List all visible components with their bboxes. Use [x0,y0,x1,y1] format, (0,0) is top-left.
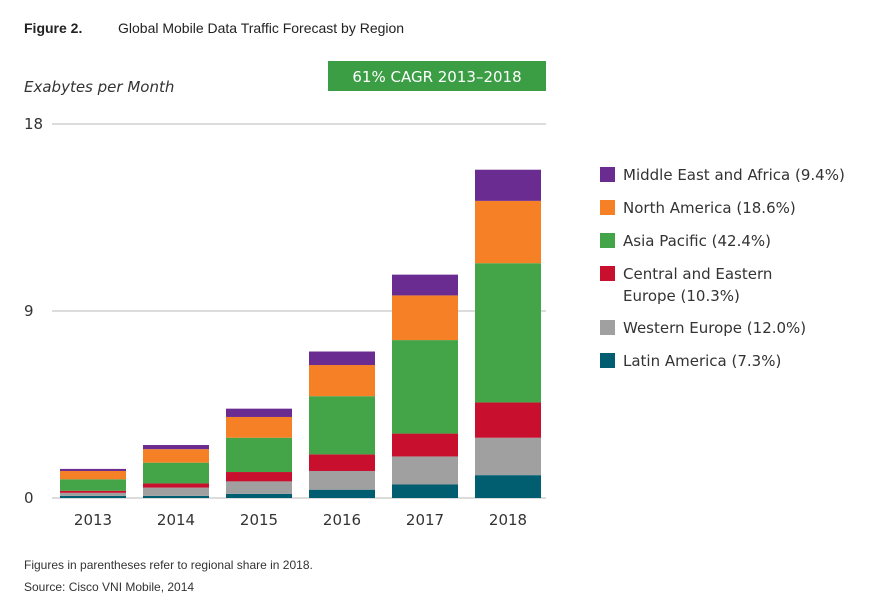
legend-swatch [600,353,615,368]
x-tick-label: 2016 [323,511,361,529]
bar-segment [475,263,541,403]
bars [60,169,541,498]
legend-swatch [600,167,615,182]
legend-label: North America (18.6%) [623,199,796,217]
bar-stack-2014 [143,445,209,498]
bar-segment [475,169,541,201]
bar-segment [392,456,458,485]
bar-segment [226,437,292,473]
bar-segment [309,396,375,455]
bar-segment [60,468,126,471]
bar-segment [475,402,541,438]
bar-segment [60,470,126,480]
cagr-badge-text: 61% CAGR 2013–2018 [352,68,521,86]
bar-segment [60,492,126,496]
bar-segment [309,454,375,471]
bar-segment [309,470,375,490]
legend-label: Middle East and Africa (9.4%) [623,166,845,184]
figure-title: Global Mobile Data Traffic Forecast by R… [118,20,405,36]
legend-item: Western Europe (12.0%) [600,319,806,337]
cagr-badge-background [328,61,546,91]
legend-swatch [600,266,615,281]
legend: Middle East and Africa (9.4%) North Ameri… [600,166,845,370]
bar-segment [475,200,541,264]
bar-segment [475,437,541,476]
x-tick-label: 2014 [157,511,195,529]
legend-swatch [600,233,615,248]
figure-label: Figure 2. [24,20,83,36]
legend-item: Latin America (7.3%) [600,352,781,370]
footnote-source: Source: Cisco VNI Mobile, 2014 [24,580,195,594]
x-axis-ticks: 2013 2014 2015 2016 2017 2018 [74,511,527,529]
legend-swatch [600,200,615,215]
bar-segment [143,487,209,496]
bar-segment [475,475,541,498]
x-tick-label: 2013 [74,511,112,529]
bar-segment [226,408,292,417]
y-tick-label: 9 [24,302,34,320]
bar-segment [309,351,375,366]
bar-segment [392,295,458,341]
bar-segment [392,433,458,457]
x-tick-label: 2017 [406,511,444,529]
legend-item: Central and Eastern Europe (10.3%) [600,265,772,305]
legend-label: Central and Eastern Europe (10.3%) [623,265,772,305]
bar-segment [226,472,292,482]
bar-segment [143,449,209,463]
footnote-note: Figures in parentheses refer to regional… [24,558,313,572]
bar-segment [60,479,126,491]
bar-segment [309,365,375,397]
legend-label: Latin America (7.3%) [623,352,781,370]
bar-stack-2016 [309,351,375,498]
legend-label: Asia Pacific (42.4%) [623,232,771,250]
legend-label: Western Europe (12.0%) [623,319,806,337]
legend-item: Asia Pacific (42.4%) [600,232,771,250]
bar-stack-2013 [60,468,126,498]
x-tick-label: 2015 [240,511,278,529]
legend-swatch [600,320,615,335]
cagr-badge: 61% CAGR 2013–2018 [328,61,546,91]
legend-item: North America (18.6%) [600,199,796,217]
bar-stack-2017 [392,274,458,498]
bar-segment [60,495,126,498]
bar-segment [143,445,209,450]
bar-segment [226,493,292,498]
bar-segment [392,484,458,498]
bar-segment [143,483,209,488]
bar-stack-2018 [475,169,541,498]
bar-stack-2015 [226,408,292,498]
y-axis-ticks: 0 9 18 [24,115,43,507]
bar-segment [392,274,458,296]
bar-segment [226,481,292,494]
y-axis-unit-label: Exabytes per Month [24,78,174,96]
bar-segment [392,340,458,434]
gridlines [52,123,546,499]
bar-segment [143,495,209,498]
x-tick-label: 2018 [489,511,527,529]
bar-segment [60,490,126,493]
bar-segment [143,462,209,484]
legend-item: Middle East and Africa (9.4%) [600,166,845,184]
y-tick-label: 18 [24,115,43,133]
y-tick-label: 0 [24,489,34,507]
bar-segment [226,416,292,438]
bar-segment [309,489,375,498]
